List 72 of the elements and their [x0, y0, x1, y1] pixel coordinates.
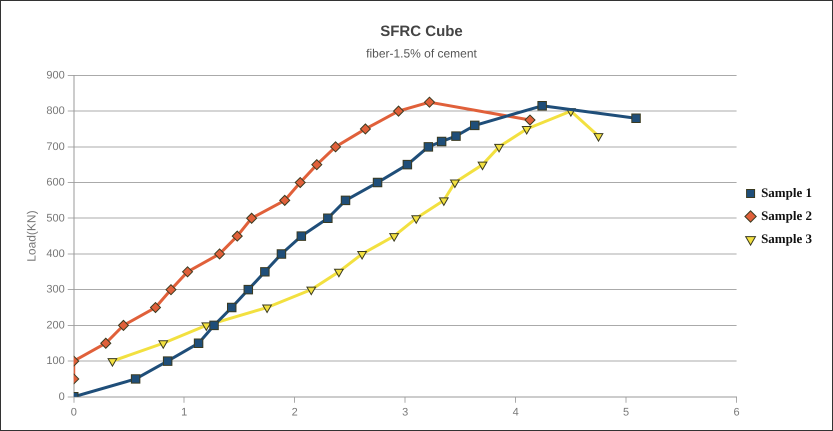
point	[306, 286, 316, 296]
point	[522, 126, 532, 134]
point	[494, 144, 504, 152]
point	[524, 114, 536, 126]
x-tick-label: 6	[734, 406, 740, 418]
point	[214, 248, 226, 260]
point	[182, 266, 194, 278]
point	[389, 233, 399, 242]
point	[276, 249, 286, 259]
legend-label: Sample 2	[761, 208, 812, 223]
point	[451, 131, 461, 141]
point	[411, 215, 422, 224]
point	[296, 231, 306, 241]
point	[357, 250, 367, 260]
point	[294, 177, 306, 188]
y-tick-label: 100	[46, 355, 65, 368]
point	[436, 136, 446, 146]
legend-label: Sample 3	[761, 230, 812, 246]
x-tick-label: 1	[181, 406, 188, 418]
y-axis-title: Load(KN)	[24, 210, 39, 262]
point	[334, 268, 344, 278]
y-tick-label: 900	[46, 69, 65, 82]
point	[424, 142, 434, 152]
x-tick-label: 4	[512, 406, 519, 418]
point	[194, 338, 204, 348]
point	[165, 284, 176, 296]
point	[478, 162, 488, 170]
point	[262, 304, 272, 314]
y-tick-label: 200	[46, 319, 65, 332]
point	[162, 356, 172, 366]
legend-label: Sample 1	[761, 184, 812, 200]
point	[226, 302, 236, 312]
point	[108, 358, 118, 367]
point	[158, 340, 168, 349]
y-tick-label: 600	[46, 176, 65, 189]
point	[594, 133, 604, 142]
point	[424, 96, 435, 108]
point	[340, 196, 350, 206]
point	[260, 267, 270, 277]
point	[439, 197, 449, 206]
point	[360, 123, 371, 134]
point	[232, 230, 243, 242]
y-tick-label: 400	[46, 248, 65, 260]
point	[100, 338, 112, 349]
y-tick-label: 300	[46, 284, 65, 296]
x-tick-label: 3	[402, 406, 408, 418]
chart-subtitle: fiber-1.5% of cement	[366, 46, 478, 61]
y-tick-label: 800	[46, 105, 65, 118]
point	[209, 320, 219, 330]
point	[244, 284, 254, 294]
point	[393, 106, 404, 117]
y-tick-label: 500	[46, 212, 65, 224]
point	[631, 114, 641, 123]
y-tick-label: 0	[58, 390, 65, 403]
x-tick-label: 2	[292, 406, 298, 418]
point	[470, 120, 480, 130]
chart-title: SFRC Cube	[380, 23, 463, 40]
point	[372, 178, 382, 188]
point	[150, 302, 161, 314]
x-tick-label: 0	[70, 406, 77, 418]
point	[279, 194, 290, 206]
point	[402, 160, 412, 170]
point	[323, 214, 333, 223]
point	[330, 141, 342, 152]
point	[246, 212, 258, 224]
y-tick-label: 700	[46, 140, 65, 153]
point	[450, 180, 460, 188]
point	[537, 101, 547, 110]
point	[130, 374, 140, 384]
point	[118, 320, 129, 331]
x-tick-label: 5	[623, 406, 630, 418]
point	[311, 159, 322, 170]
